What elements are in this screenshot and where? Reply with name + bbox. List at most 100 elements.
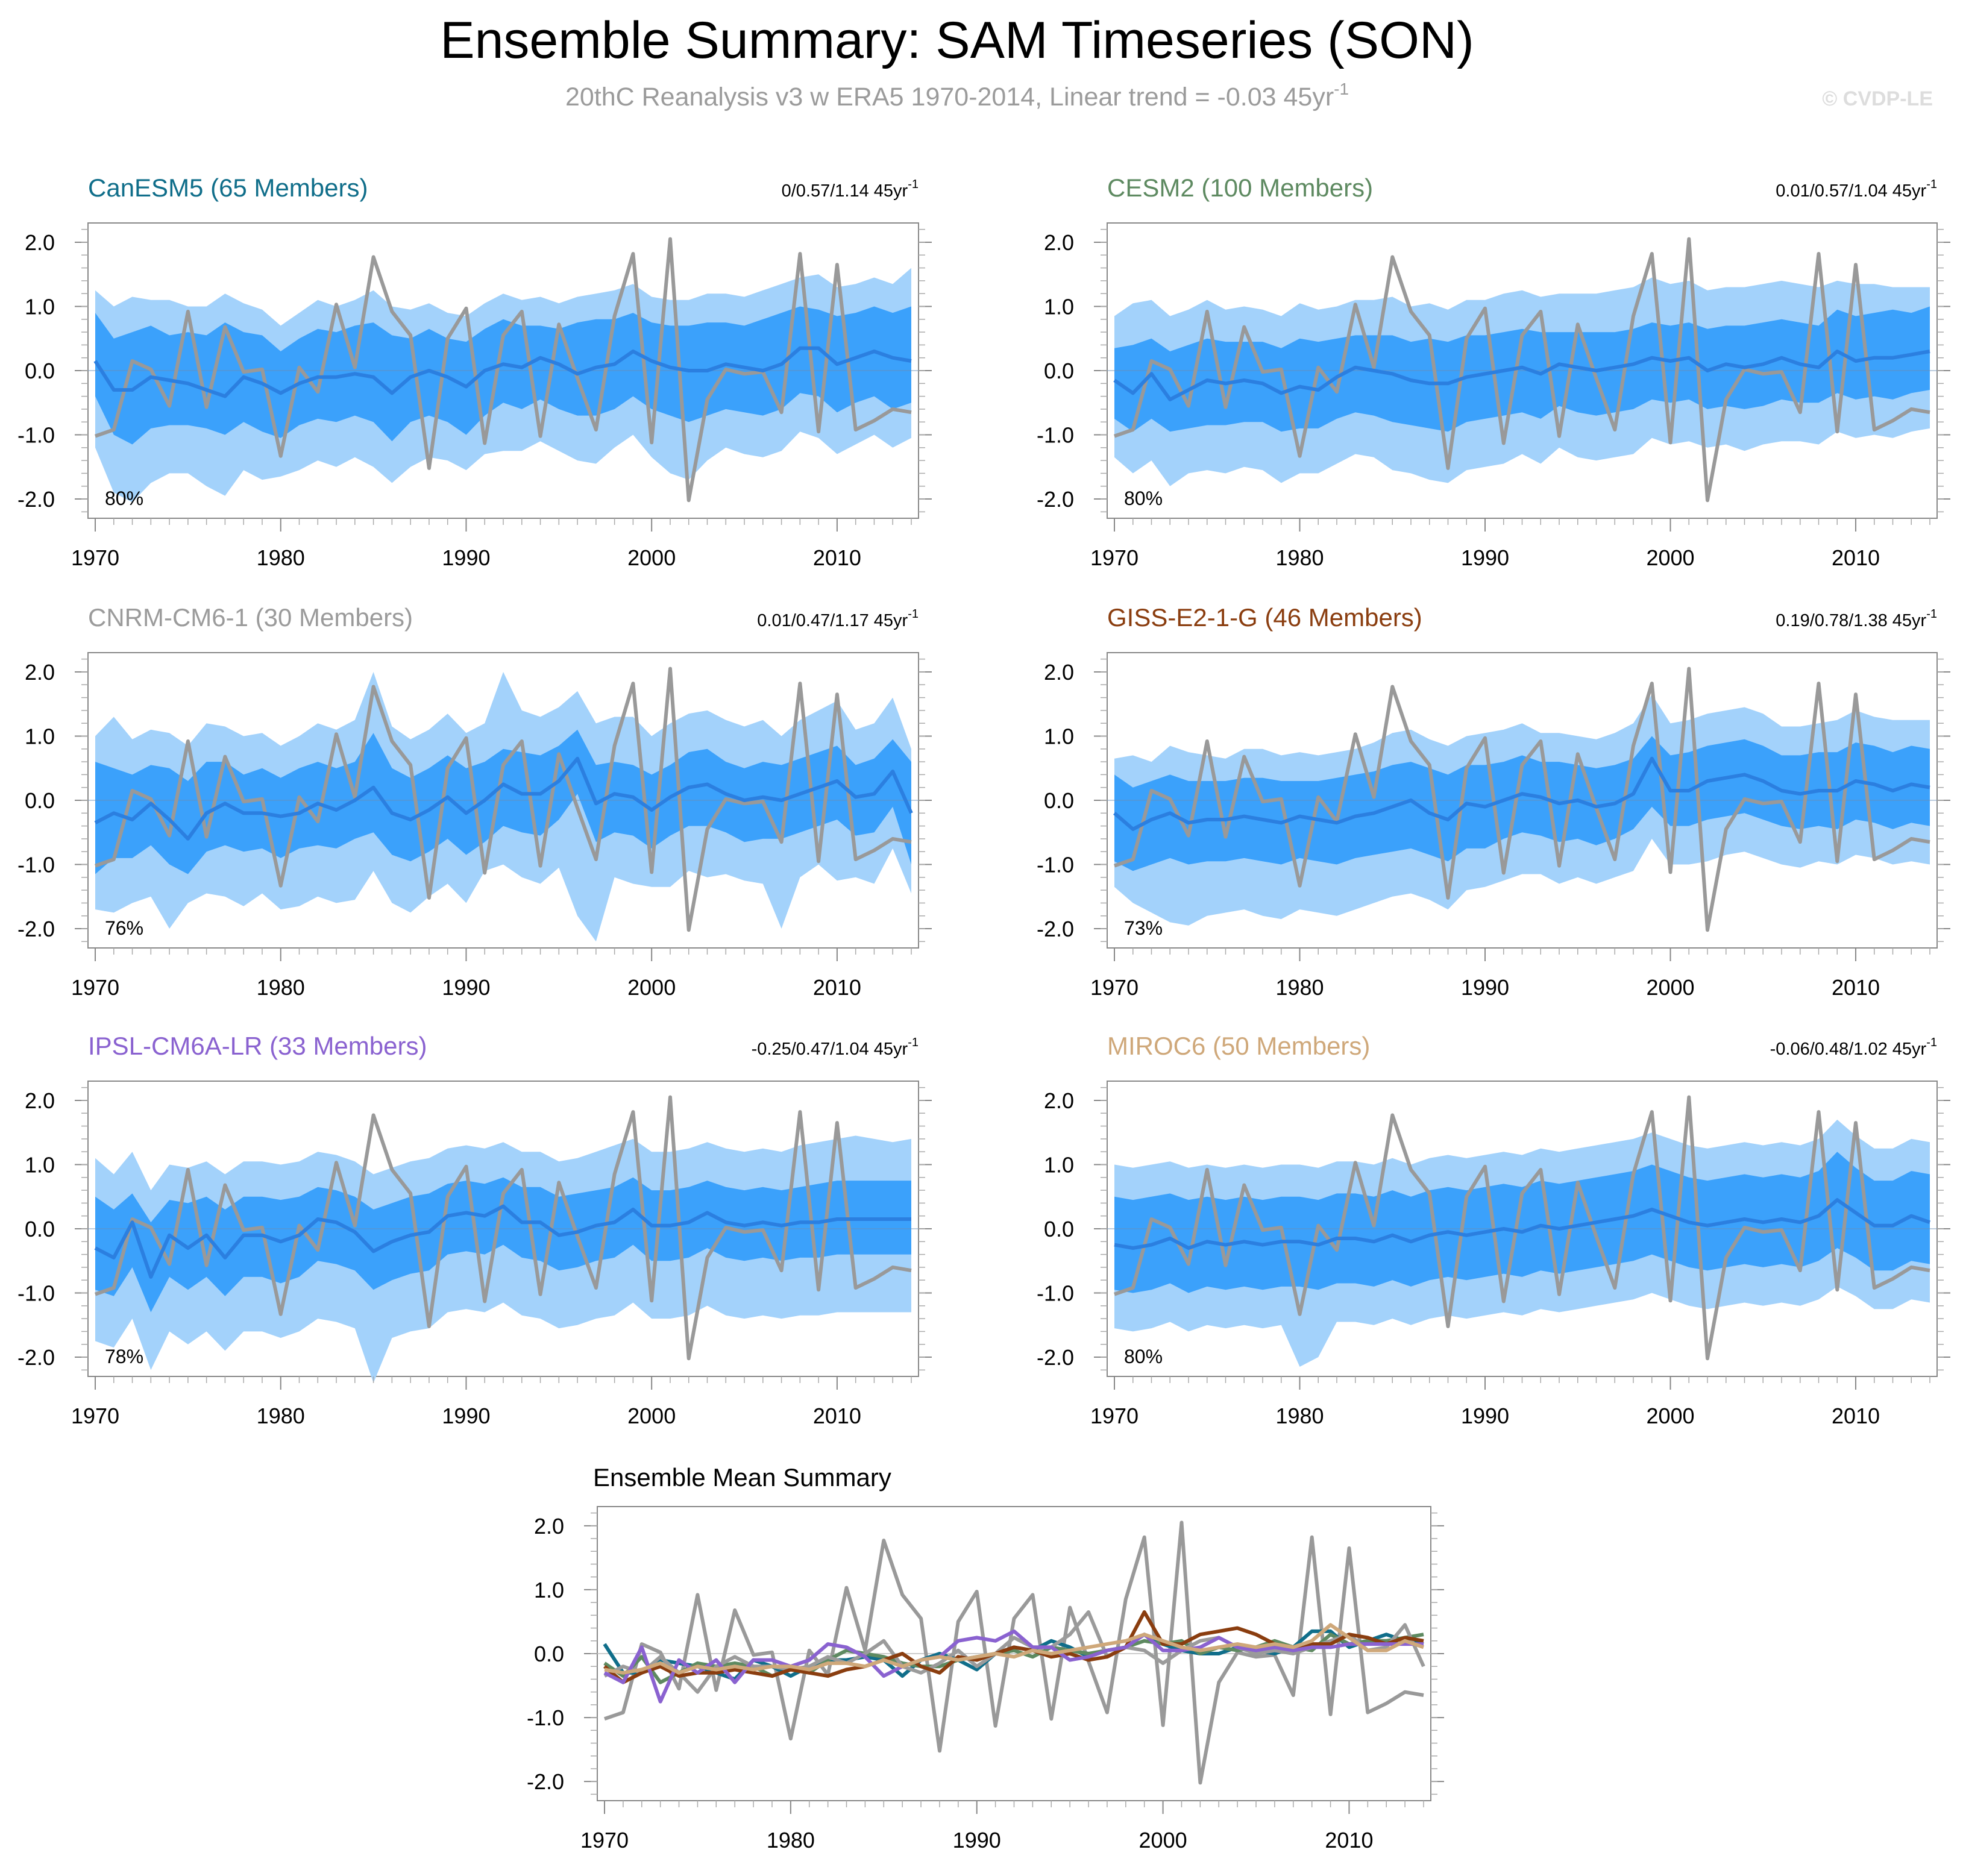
x-tick-label: 2010: [1832, 545, 1880, 570]
y-tick-label: 1.0: [25, 1152, 55, 1177]
y-tick-label: 2.0: [1044, 660, 1074, 685]
ensemble-mean-line: [1113, 350, 1930, 401]
y-tick-label: 0.0: [534, 1642, 564, 1666]
x-tick-label: 2010: [813, 545, 861, 570]
subtitle-text: 20thC Reanalysis v3 w ERA5 1970-2014, Li…: [565, 83, 1334, 111]
panel-stats-text: 0.19/0.78/1.38 45yr: [1776, 611, 1926, 630]
y-tick-label: 1.0: [1044, 1152, 1074, 1177]
y-tick-label: 2.0: [534, 1514, 564, 1539]
panel-title: CanESM5 (65 Members): [88, 174, 368, 202]
panel-stats-text: -0.06/0.48/1.02 45yr: [1770, 1040, 1927, 1059]
panel-title: CNRM-CM6-1 (30 Members): [88, 603, 413, 632]
y-tick-label: -1.0: [1037, 423, 1074, 448]
panel-stats-text: 0.01/0.57/1.04 45yr: [1776, 181, 1926, 201]
x-tick-label: 1980: [1275, 545, 1324, 570]
x-tick-label: 1970: [1090, 975, 1139, 1000]
x-tick-label: 2010: [813, 1404, 861, 1428]
observations-line: [1114, 237, 1930, 503]
y-tick-label: 2.0: [1044, 1088, 1074, 1113]
observations-line: [1114, 667, 1930, 932]
panel-3: CNRM-CM6-1 (30 Members) 0.01/0.47/1.17 45…: [17, 603, 932, 1000]
x-tick-label: 1990: [953, 1828, 1001, 1852]
panel-title: IPSL-CM6A-LR (33 Members): [88, 1032, 427, 1060]
y-tick-label: 0.0: [25, 1217, 55, 1241]
y-tick-label: -1.0: [17, 1281, 55, 1306]
x-tick-label: 1970: [71, 975, 119, 1000]
x-tick-label: 1970: [71, 545, 119, 570]
panel-stats-text: -0.25/0.47/1.04 45yr: [752, 1040, 908, 1059]
panel-title: Ensemble Mean Summary: [593, 1463, 891, 1492]
x-tick-label: 2000: [627, 975, 676, 1000]
y-tick-label: -1.0: [17, 423, 55, 448]
x-tick-label: 2010: [813, 975, 861, 1000]
panel-stats-superscript: -1: [908, 607, 919, 621]
percent-label: 73%: [1124, 917, 1163, 939]
y-tick-label: -2.0: [1037, 917, 1074, 941]
ensemble-mean-line: [94, 1204, 911, 1279]
panel-stats-superscript: -1: [1926, 607, 1937, 621]
x-tick-label: 2000: [627, 1404, 676, 1428]
figure-title: Ensemble Summary: SAM Timeseries (SON): [440, 11, 1474, 69]
inner-spread-band: [1114, 736, 1930, 871]
x-tick-label: 1990: [1461, 975, 1509, 1000]
x-tick-label: 2010: [1832, 975, 1880, 1000]
ensemble-mean-line: [94, 756, 913, 841]
panel-stats-superscript: -1: [908, 1036, 919, 1049]
y-tick-label: 1.0: [1044, 294, 1074, 319]
panel-stats-text: 0/0.57/1.14 45yr: [782, 181, 908, 201]
x-tick-label: 2000: [1646, 1404, 1694, 1428]
ensemble-mean-line: [1114, 1198, 1930, 1250]
x-tick-label: 1990: [442, 545, 490, 570]
x-tick-label: 2000: [1646, 545, 1694, 570]
series-line-ipsl-cm6a-lr: [603, 1629, 1424, 1704]
subtitle-superscript: -1: [1334, 80, 1349, 98]
x-tick-label: 2000: [1139, 1828, 1187, 1852]
x-tick-label: 2010: [1325, 1828, 1373, 1852]
y-tick-label: 1.0: [25, 724, 55, 748]
series-line-miroc6: [604, 1623, 1424, 1675]
y-tick-label: -2.0: [1037, 487, 1074, 512]
observations-line: [95, 1095, 912, 1361]
percent-label: 78%: [105, 1346, 143, 1367]
y-tick-label: 1.0: [25, 294, 55, 319]
y-tick-label: 1.0: [534, 1578, 564, 1602]
series-line-observations: [604, 1520, 1424, 1785]
percent-label: 80%: [1124, 488, 1163, 509]
y-tick-label: 0.0: [1044, 788, 1074, 813]
panel-stats: -0.25/0.47/1.04 45yr-1: [752, 1036, 919, 1059]
panel-title: GISS-E2-1-G (46 Members): [1107, 603, 1422, 632]
y-tick-label: -2.0: [17, 1345, 55, 1370]
panel-6: MIROC6 (50 Members) -0.06/0.48/1.02 45yr-…: [1037, 1032, 1950, 1428]
y-tick-label: -2.0: [1037, 1345, 1074, 1370]
panel-stats-superscript: -1: [1926, 178, 1937, 191]
y-tick-label: 2.0: [25, 230, 55, 255]
inner-spread-band: [95, 729, 911, 874]
x-tick-label: 1970: [1090, 1404, 1139, 1428]
panel-stats: 0/0.57/1.14 45yr-1: [782, 178, 919, 201]
y-tick-label: 0.0: [1044, 1217, 1074, 1241]
panel-5: IPSL-CM6A-LR (33 Members) -0.25/0.47/1.04…: [17, 1032, 932, 1428]
x-tick-label: 1990: [1461, 1404, 1509, 1428]
panel-2: CESM2 (100 Members) 0.01/0.57/1.04 45yr-1…: [1037, 174, 1950, 570]
panel-title: CESM2 (100 Members): [1107, 174, 1373, 202]
inner-spread-band: [95, 306, 911, 445]
panel-stats: 0.19/0.78/1.38 45yr-1: [1776, 607, 1937, 630]
x-tick-label: 1980: [767, 1828, 815, 1852]
x-tick-label: 2000: [627, 545, 676, 570]
figure-subtitle: 20thC Reanalysis v3 w ERA5 1970-2014, Li…: [565, 80, 1349, 111]
panel-stats-superscript: -1: [1926, 1036, 1937, 1049]
x-tick-label: 1970: [580, 1828, 629, 1852]
x-tick-label: 1980: [257, 1404, 305, 1428]
x-tick-label: 1990: [442, 975, 490, 1000]
observations-line: [1114, 1095, 1930, 1361]
panel-stats: 0.01/0.47/1.17 45yr-1: [757, 607, 919, 630]
y-tick-label: -2.0: [17, 487, 55, 512]
x-tick-label: 1980: [257, 545, 305, 570]
x-tick-label: 1970: [1090, 545, 1139, 570]
panel-1: CanESM5 (65 Members) 0/0.57/1.14 45yr-1 80…: [17, 174, 932, 570]
panel-stats: 0.01/0.57/1.04 45yr-1: [1776, 178, 1937, 201]
observations-line: [95, 667, 912, 932]
x-tick-label: 2010: [1832, 1404, 1880, 1428]
panel-stats: -0.06/0.48/1.02 45yr-1: [1770, 1036, 1937, 1059]
watermark-text: © CVDP-LE: [1822, 87, 1933, 110]
